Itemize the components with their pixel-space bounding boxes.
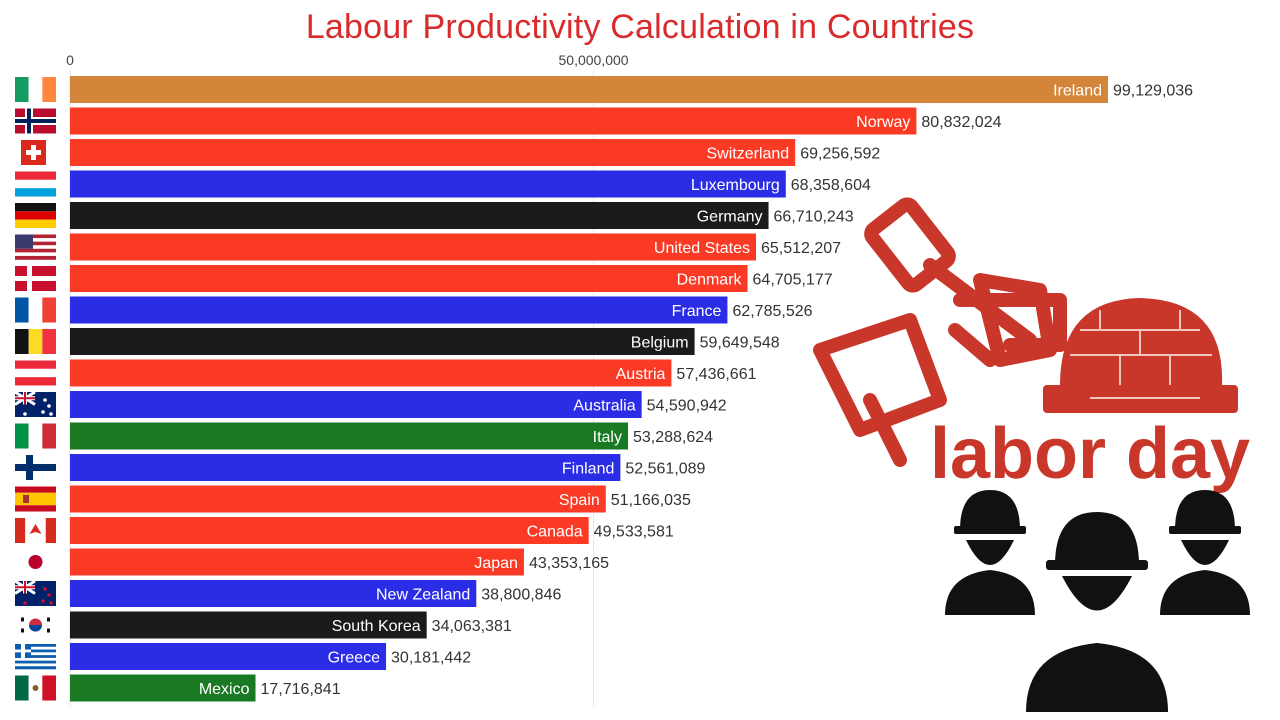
norway-flag-icon (15, 108, 56, 134)
bar-label: Greece (328, 650, 381, 667)
bar-new-zealand (70, 580, 477, 607)
japan-flag-icon (15, 549, 56, 575)
ireland-flag-icon (15, 77, 56, 102)
value-label: 38,800,846 (481, 587, 561, 604)
australia-flag-icon (14, 390, 56, 417)
value-label: 59,649,548 (700, 335, 780, 352)
united-states-flag-icon (15, 234, 56, 260)
bar-italy (70, 422, 628, 450)
bar-mexico (70, 674, 256, 702)
germany-flag-icon (15, 203, 56, 228)
bar-label: New Zealand (376, 587, 470, 604)
bar-label: Germany (697, 209, 763, 226)
bar-label: Denmark (677, 272, 743, 289)
value-label: 17,716,841 (261, 681, 341, 698)
bar-label: Australia (573, 398, 635, 415)
value-label: 43,353,165 (529, 555, 609, 572)
bar-label: Finland (562, 461, 614, 478)
value-label: 66,710,243 (774, 209, 854, 226)
bar-united-states (70, 233, 756, 261)
bar-switzerland (70, 139, 796, 166)
bar-label: Japan (474, 555, 518, 572)
bar-luxembourg (70, 170, 786, 198)
bar-label: Spain (559, 492, 600, 509)
switzerland-flag-icon (21, 140, 46, 165)
value-label: 30,181,442 (391, 650, 471, 667)
value-label: 99,129,036 (1113, 83, 1193, 100)
bar-south-korea (70, 611, 427, 639)
spain-flag-icon (15, 486, 56, 512)
bar-france (70, 296, 728, 324)
bar-belgium (70, 328, 695, 355)
bar-label: Norway (856, 114, 910, 131)
bar-label: Canada (527, 524, 583, 541)
bar-label: Switzerland (706, 146, 789, 163)
workers-group-icon (945, 490, 1250, 712)
bar-finland (70, 454, 621, 481)
mexico-flag-icon (15, 675, 56, 701)
bar-label: Italy (593, 429, 622, 446)
hammer-hand-icon (813, 197, 1067, 467)
canada-flag-icon (15, 518, 56, 543)
value-label: 57,436,661 (676, 366, 756, 383)
value-label: 65,512,207 (761, 240, 841, 257)
bar-label: United States (654, 240, 750, 257)
axis-ticks: 0 50,000,000 (66, 52, 629, 68)
hard-hat-icon (1043, 298, 1238, 413)
bars: Ireland 99,129,036 Norway 80,832,024 Switzer… (70, 76, 1193, 702)
bar-ireland (70, 76, 1108, 103)
denmark-flag-icon (15, 266, 56, 291)
luxembourg-flag-icon (15, 171, 56, 197)
bar-label: Belgium (631, 335, 689, 352)
bar-label: Mexico (199, 681, 250, 698)
value-label: 64,705,177 (753, 272, 833, 289)
bar-greece (70, 643, 387, 670)
tick-label: 50,000,000 (559, 52, 629, 68)
flags (14, 77, 56, 701)
bar-label: Ireland (1053, 83, 1102, 100)
value-label: 52,561,089 (625, 461, 705, 478)
austria-flag-icon (15, 360, 56, 386)
new-zealand-flag-icon (14, 579, 56, 606)
value-label: 34,063,381 (432, 618, 512, 635)
labor-day-illustration: labor day (813, 197, 1250, 712)
chart-title: Labour Productivity Calculation in Count… (305, 8, 975, 46)
bar-austria (70, 359, 672, 387)
value-label: 80,832,024 (921, 114, 1001, 131)
value-label: 54,590,942 (647, 398, 727, 415)
bar-japan (70, 548, 524, 576)
value-label: 68,358,604 (791, 177, 871, 194)
value-label: 62,785,526 (732, 303, 812, 320)
tick-label: 0 (66, 52, 74, 68)
bar-label: France (672, 303, 722, 320)
value-label: 53,288,624 (633, 429, 713, 446)
south-korea-flag-icon (15, 612, 56, 638)
bar-norway (70, 107, 917, 135)
value-label: 49,533,581 (594, 524, 674, 541)
value-label: 51,166,035 (611, 492, 691, 509)
france-flag-icon (15, 297, 56, 323)
bar-canada (70, 517, 589, 544)
value-label: 69,256,592 (800, 146, 880, 163)
bar-label: South Korea (332, 618, 421, 635)
belgium-flag-icon (15, 329, 56, 354)
finland-flag-icon (15, 455, 56, 480)
labor-day-text: labor day (930, 414, 1250, 494)
bar-label: Austria (616, 366, 666, 383)
bar-germany (70, 202, 769, 229)
greece-flag-icon (15, 644, 56, 670)
bar-australia (70, 391, 642, 418)
italy-flag-icon (15, 423, 56, 449)
bar-spain (70, 485, 606, 513)
bar-denmark (70, 265, 748, 292)
bar-label: Luxembourg (691, 177, 780, 194)
